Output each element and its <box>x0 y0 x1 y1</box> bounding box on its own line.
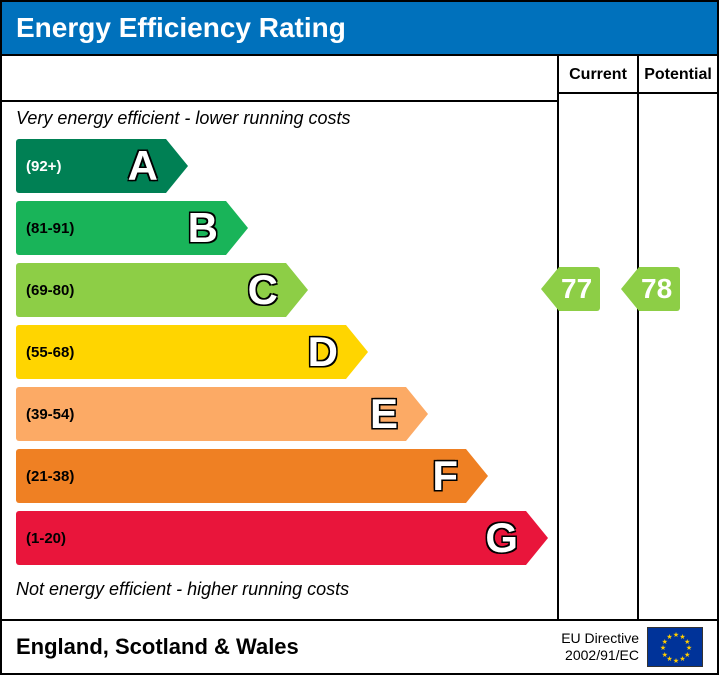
pointer-arrow-icon <box>541 267 559 311</box>
current-header: Current <box>559 56 637 94</box>
band-d: (55-68) D <box>16 325 557 379</box>
band-bar: (81-91) B <box>16 201 226 255</box>
current-column: Current 77 <box>557 56 637 619</box>
footer: England, Scotland & Wales EU Directive 2… <box>2 621 717 673</box>
band-bar: (55-68) D <box>16 325 346 379</box>
directive-line1: EU Directive <box>561 630 639 647</box>
epc-chart: Energy Efficiency Rating Very energy eff… <box>0 0 719 675</box>
band-letter: C <box>248 266 278 314</box>
band-range: (21-38) <box>16 468 74 485</box>
eu-star-icon: ★ <box>679 655 685 663</box>
band-bar: (39-54) E <box>16 387 406 441</box>
header-spacer <box>2 64 557 102</box>
footer-right: EU Directive 2002/91/EC ★★★★★★★★★★★★ <box>561 627 703 667</box>
potential-column: Potential 78 <box>637 56 717 619</box>
current-pointer: 77 <box>541 267 600 311</box>
band-arrow <box>346 325 368 379</box>
band-bar: (21-38) F <box>16 449 466 503</box>
band-arrow <box>406 387 428 441</box>
band-arrow <box>466 449 488 503</box>
band-letter: G <box>485 514 518 562</box>
eu-star-icon: ★ <box>673 657 679 665</box>
band-arrow <box>166 139 188 193</box>
footer-directive: EU Directive 2002/91/EC <box>561 630 639 664</box>
pointer-arrow-icon <box>621 267 639 311</box>
band-letter: F <box>432 452 458 500</box>
pointer-value: 78 <box>639 267 680 311</box>
band-range: (92+) <box>16 158 61 175</box>
eu-flag-icon: ★★★★★★★★★★★★ <box>647 627 703 667</box>
band-bar: (1-20) G <box>16 511 526 565</box>
potential-body: 78 <box>639 94 717 619</box>
band-letter: E <box>370 390 398 438</box>
band-g: (1-20) G <box>16 511 557 565</box>
current-body: 77 <box>559 94 637 619</box>
band-b: (81-91) B <box>16 201 557 255</box>
band-arrow <box>286 263 308 317</box>
main-area: Very energy efficient - lower running co… <box>2 56 717 621</box>
band-range: (81-91) <box>16 220 74 237</box>
band-letter: D <box>308 328 338 376</box>
band-f: (21-38) F <box>16 449 557 503</box>
band-bar: (92+) A <box>16 139 166 193</box>
band-arrow <box>226 201 248 255</box>
band-bar: (69-80) C <box>16 263 286 317</box>
band-a: (92+) A <box>16 139 557 193</box>
caption-top: Very energy efficient - lower running co… <box>2 102 557 135</box>
potential-header: Potential <box>639 56 717 94</box>
band-c: (69-80) C <box>16 263 557 317</box>
chart-title: Energy Efficiency Rating <box>2 2 717 56</box>
band-letter: A <box>128 142 158 190</box>
chart-zone: Very energy efficient - lower running co… <box>2 56 557 619</box>
directive-line2: 2002/91/EC <box>561 647 639 664</box>
columns-zone: Current 77 Potential 78 <box>557 56 717 619</box>
potential-pointer: 78 <box>621 267 680 311</box>
band-range: (1-20) <box>16 530 66 547</box>
pointer-value: 77 <box>559 267 600 311</box>
band-arrow <box>526 511 548 565</box>
band-range: (69-80) <box>16 282 74 299</box>
band-range: (39-54) <box>16 406 74 423</box>
eu-star-icon: ★ <box>666 633 672 641</box>
footer-region: England, Scotland & Wales <box>16 634 299 660</box>
eu-star-icon: ★ <box>673 631 679 639</box>
band-range: (55-68) <box>16 344 74 361</box>
band-letter: B <box>188 204 218 252</box>
rating-bands: (92+) A (81-91) B (69-80) C (55-68) D (39-54) E (2… <box>2 135 557 565</box>
band-e: (39-54) E <box>16 387 557 441</box>
caption-bottom: Not energy efficient - higher running co… <box>2 573 557 606</box>
